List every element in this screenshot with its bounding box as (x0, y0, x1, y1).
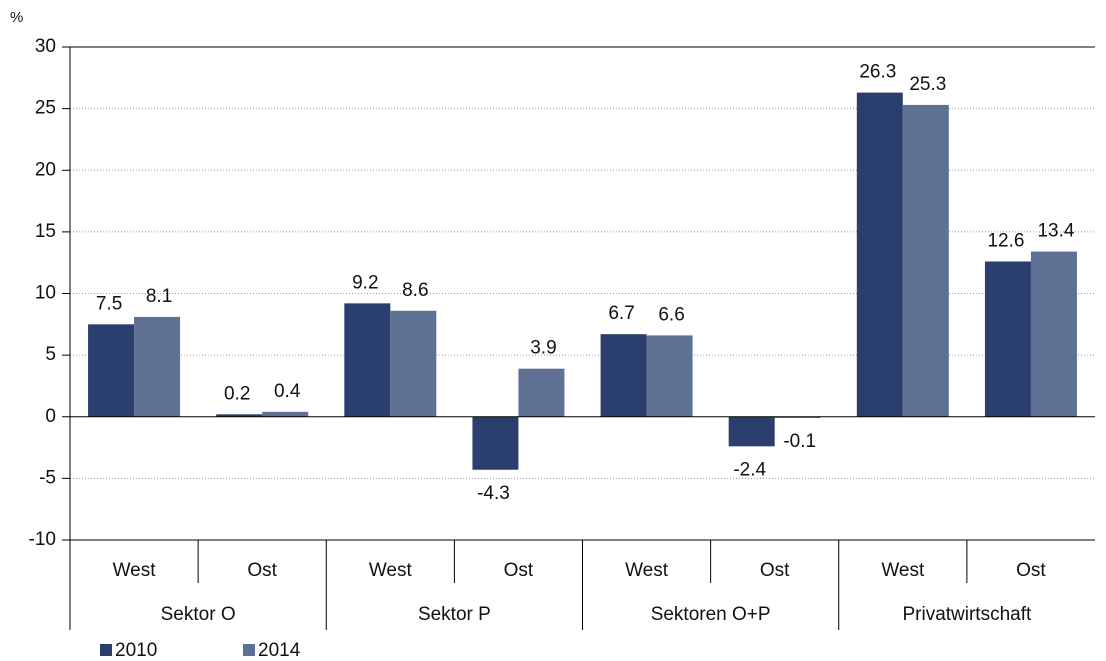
legend-label: 2014 (258, 640, 301, 661)
bar (1030, 251, 1077, 417)
data-label: 9.2 (352, 272, 378, 293)
x-tick-label: West (625, 560, 669, 581)
bar (216, 414, 263, 417)
x-tick-label: West (369, 560, 413, 581)
bar (902, 104, 949, 417)
group-label: Sektoren O+P (651, 604, 771, 625)
bar (600, 334, 647, 417)
x-tick-label: Ost (504, 560, 534, 581)
bar (344, 303, 391, 417)
x-tick-label: Ost (247, 560, 277, 581)
y-tick-label: 30 (35, 36, 56, 57)
y-tick-label: 5 (45, 344, 56, 365)
data-label: 26.3 (859, 62, 896, 83)
x-tick-label: West (113, 560, 157, 581)
x-tick-label: West (881, 560, 925, 581)
data-label: 3.9 (530, 338, 556, 359)
data-label: -4.3 (477, 483, 510, 504)
y-tick-label: -5 (39, 467, 56, 488)
data-label: -2.4 (733, 459, 766, 480)
data-label: 25.3 (909, 74, 946, 95)
data-label: 6.7 (608, 303, 634, 324)
bar (88, 324, 135, 417)
data-label: 7.5 (96, 293, 122, 314)
bar (518, 368, 565, 417)
y-tick-label: 20 (35, 159, 56, 180)
group-label: Sektor P (418, 604, 491, 625)
data-label: -0.1 (783, 431, 816, 452)
legend-swatch (243, 644, 255, 656)
bar (472, 416, 519, 470)
bar (856, 92, 903, 417)
x-tick-label: Ost (1016, 560, 1046, 581)
bar (984, 261, 1031, 417)
y-axis-label: % (10, 9, 23, 26)
data-label: 12.6 (987, 230, 1024, 251)
bar (728, 416, 775, 447)
y-tick-label: -10 (29, 529, 56, 550)
data-label: 8.1 (146, 286, 172, 307)
y-tick-label: 0 (45, 406, 56, 427)
y-tick-label: 25 (35, 98, 56, 119)
legend-swatch (100, 644, 112, 656)
data-label: 8.6 (402, 280, 428, 301)
bar (774, 416, 821, 418)
data-label: 0.4 (274, 381, 301, 402)
y-tick-label: 10 (35, 283, 56, 304)
data-label: 0.2 (224, 383, 250, 404)
legend-label: 2010 (115, 640, 157, 661)
data-label: 13.4 (1037, 221, 1074, 242)
data-label: 6.6 (658, 304, 684, 325)
group-label: Sektor O (161, 604, 236, 625)
bar (134, 316, 181, 417)
x-tick-label: Ost (760, 560, 790, 581)
bar (262, 411, 309, 417)
y-tick-label: 15 (35, 221, 56, 242)
group-label: Privatwirtschaft (902, 604, 1032, 625)
bar (646, 335, 693, 417)
bar (390, 310, 437, 417)
